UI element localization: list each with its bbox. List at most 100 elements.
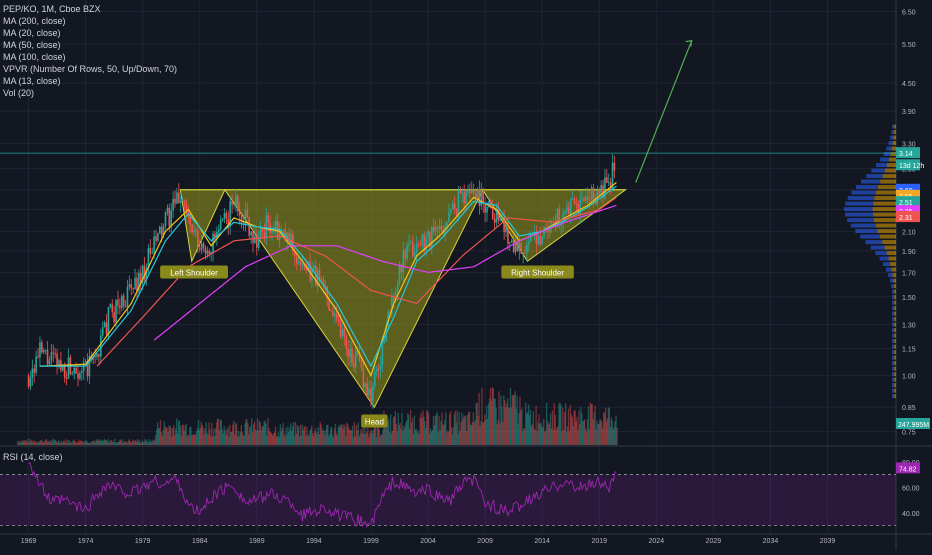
volume-bar [507, 407, 510, 445]
volume-bar [184, 425, 186, 445]
volume-bar [299, 424, 301, 445]
volume-bar [494, 398, 496, 445]
volume-bar [216, 418, 219, 445]
volume-bar [291, 431, 293, 445]
price-badge-box [896, 211, 920, 223]
volume-bar [187, 434, 189, 445]
volume-bar [400, 428, 402, 445]
candle-body [337, 318, 340, 323]
volume-bar [76, 442, 78, 445]
volume-bar [387, 421, 389, 445]
volume-bar [84, 441, 86, 445]
vpvr-bar-down [894, 306, 896, 311]
volume-bar [248, 434, 250, 445]
vpvr-bar-down [875, 223, 896, 228]
volume-bar [57, 442, 59, 445]
vpvr-bar-up [892, 306, 895, 311]
volume-bar [271, 433, 273, 445]
candle-body [577, 203, 580, 214]
vpvr-bar-down [890, 152, 896, 157]
volume-bar [130, 441, 132, 445]
candle-body [440, 225, 443, 230]
candle-body [472, 189, 475, 194]
volume-bar [426, 410, 428, 445]
vpvr-bar-up [889, 278, 894, 283]
candle-body [252, 231, 254, 243]
volume-bar [564, 412, 566, 445]
volume-bar [30, 441, 32, 445]
volume-bar [468, 411, 471, 445]
volume-bar [153, 440, 155, 445]
volume-bar [322, 428, 324, 445]
legend-ma100[interactable]: MA (100, close) [3, 52, 66, 62]
volume-bar [183, 430, 185, 445]
volume-bar [317, 427, 319, 445]
volume-bar [506, 398, 509, 445]
volume-bar [217, 419, 220, 445]
volume-bar [584, 419, 586, 445]
volume-bar [116, 442, 118, 445]
volume-bar [338, 425, 340, 445]
volume-bar [24, 440, 27, 445]
pattern-label-box [501, 265, 574, 279]
legend-ma50[interactable]: MA (50, close) [3, 40, 61, 50]
vpvr-bar-up [892, 322, 895, 327]
volume-bar [323, 430, 325, 445]
volume-bar [101, 440, 104, 445]
candle-body [35, 356, 37, 373]
volume-bar [379, 436, 381, 445]
candle-body [413, 252, 416, 257]
volume-bar [324, 435, 326, 445]
candle-body [176, 192, 178, 204]
legend-vol[interactable]: Vol (20) [3, 88, 35, 98]
candle-body [392, 297, 395, 300]
volume-bar [302, 430, 304, 445]
legend-ma13[interactable]: MA (13, close) [3, 76, 61, 86]
candle-body [609, 182, 612, 189]
volume-bar [199, 427, 202, 445]
chart-title[interactable]: PEP/KO, 1M, Cboe BZX [3, 4, 101, 14]
volume-bar [503, 395, 505, 445]
volume-bar [292, 426, 294, 445]
vpvr-bar-up [883, 152, 891, 157]
volume-bar [598, 424, 600, 445]
rsi-legend[interactable]: RSI (14, close) [3, 452, 63, 462]
legend-ma20[interactable]: MA (20, close) [3, 28, 61, 38]
candle-body [71, 373, 74, 375]
vpvr-bar-up [892, 361, 895, 366]
candle-body [486, 206, 488, 213]
volume-bar [230, 432, 232, 445]
x-tick-label: 2024 [649, 538, 665, 545]
volume-bar [321, 431, 323, 445]
volume-bar [249, 427, 251, 445]
legend-vpvr[interactable]: VPVR (Number Of Rows, 50, Up/Down, 70) [3, 64, 178, 74]
candle-body [313, 265, 315, 270]
candle-body [379, 364, 382, 370]
candle-body [168, 207, 171, 227]
candle-body [79, 372, 81, 379]
volume-bar [223, 425, 225, 445]
candle-body [373, 371, 376, 387]
volume-bar [415, 428, 417, 445]
volume-bar [502, 421, 504, 445]
vpvr-bar-down [874, 218, 896, 223]
vpvr-bar-up [891, 130, 894, 135]
vpvr-bar-down [894, 383, 896, 388]
volume-bar [205, 421, 207, 445]
legend-ma200[interactable]: MA (200, close) [3, 16, 66, 26]
volume-bar [467, 414, 469, 445]
candle-body [56, 353, 58, 367]
candle-body [233, 203, 235, 205]
volume-bar [259, 422, 261, 445]
candle-body [590, 187, 593, 200]
volume-bar [472, 412, 475, 445]
candle-body [271, 230, 273, 233]
volume-bar [460, 421, 462, 445]
candle-body [303, 264, 306, 268]
candle-body [429, 231, 431, 248]
volume-bar [195, 430, 198, 445]
volume-bar [491, 387, 494, 445]
candle-body [141, 265, 144, 284]
